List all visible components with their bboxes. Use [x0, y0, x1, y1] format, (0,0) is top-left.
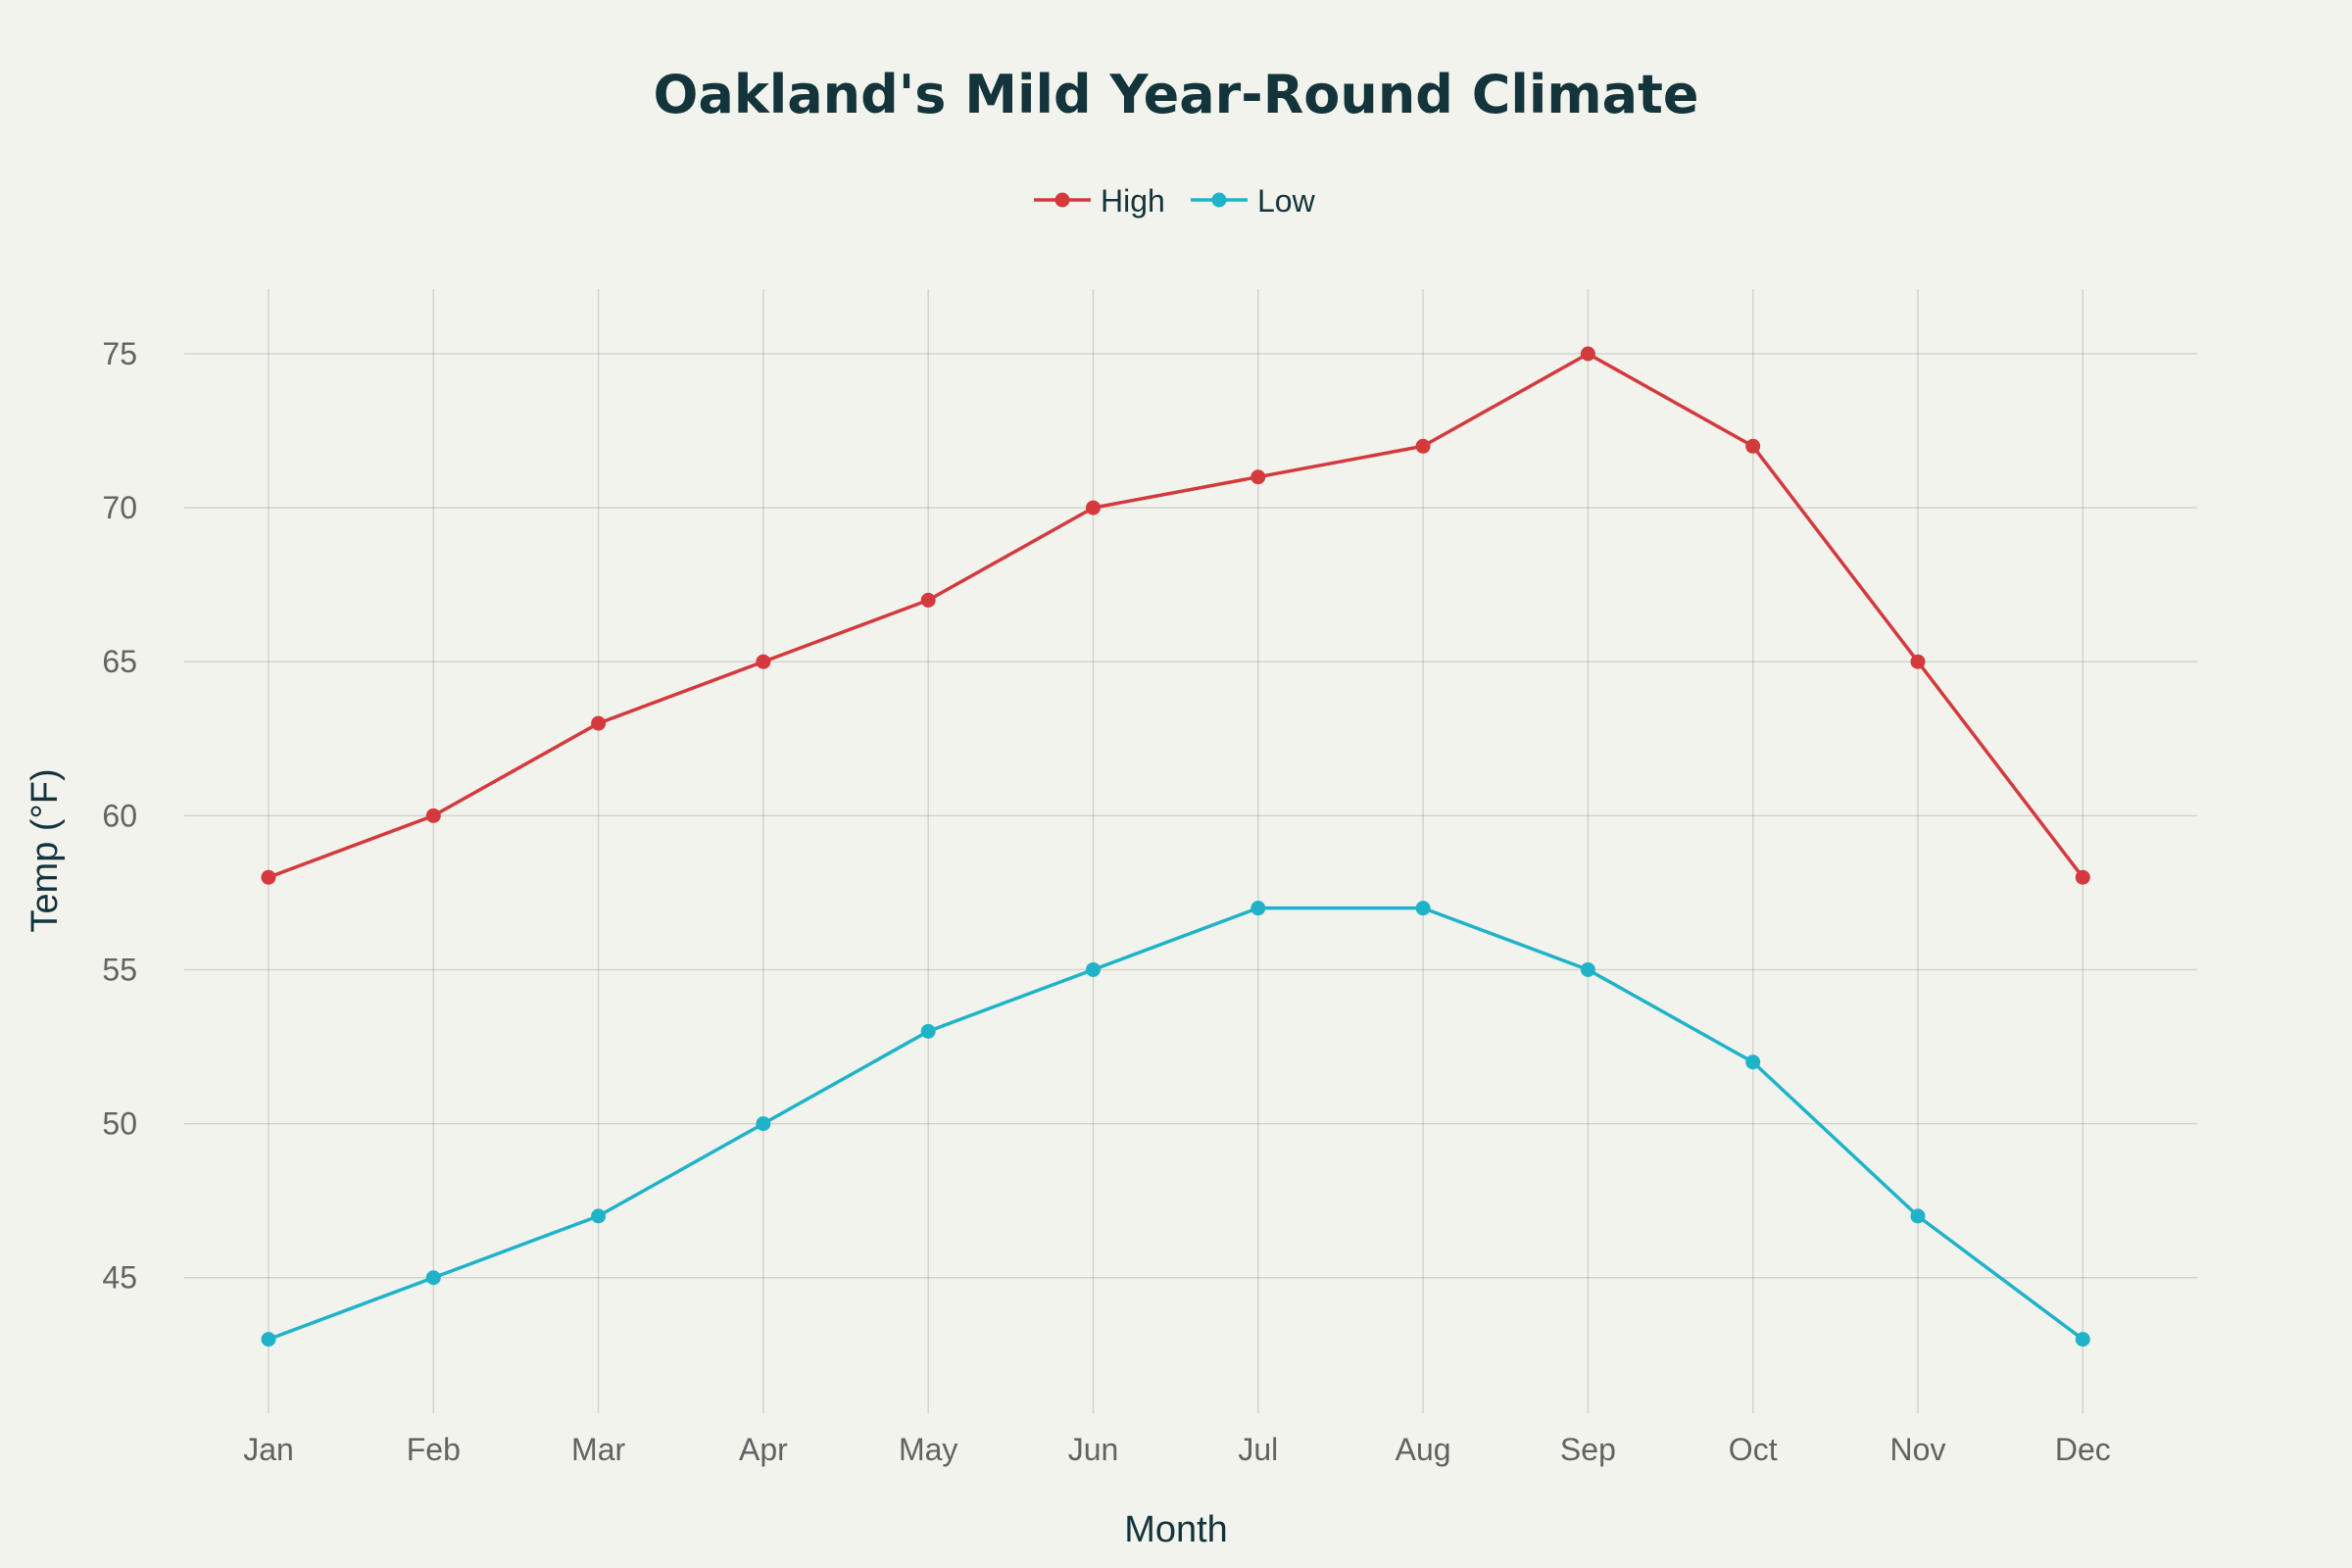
- series-line-high: [268, 352, 2084, 879]
- x-axis-title: Month: [1124, 1509, 1228, 1550]
- x-tick-label-nov: Nov: [1890, 1432, 1946, 1467]
- legend-label-low: Low: [1257, 183, 1316, 219]
- data-point-high-mar: [591, 715, 607, 731]
- data-point-high-nov: [1910, 654, 1926, 669]
- x-axis-ticks: Jan Feb Mar Apr May Jun Jul Aug Sep Oct Nov Dec: [243, 1432, 2111, 1467]
- legend: High Low: [1034, 183, 1316, 219]
- x-tick-label-oct: Oct: [1729, 1432, 1778, 1467]
- data-point-high-jun: [1086, 500, 1101, 515]
- legend-swatch-marker-high: [1054, 192, 1070, 208]
- x-tick-label-jan: Jan: [243, 1432, 294, 1467]
- data-point-high-aug: [1415, 438, 1431, 454]
- data-point-low-jan: [261, 1332, 276, 1348]
- x-tick-label-feb: Feb: [407, 1432, 461, 1467]
- data-point-low-apr: [756, 1116, 771, 1132]
- x-tick-label-mar: Mar: [571, 1432, 625, 1467]
- y-tick-label-60: 60: [102, 798, 137, 833]
- data-point-low-nov: [1910, 1208, 1926, 1224]
- x-tick-label-aug: Aug: [1396, 1432, 1451, 1467]
- data-point-low-oct: [1745, 1054, 1761, 1070]
- legend-item-high: High: [1034, 183, 1165, 219]
- data-point-low-aug: [1415, 901, 1431, 916]
- y-axis-ticks: 45 50 55 60 65 70 75: [102, 336, 137, 1296]
- legend-label-high: High: [1101, 183, 1165, 219]
- data-point-low-feb: [425, 1270, 441, 1286]
- data-point-high-may: [920, 592, 936, 608]
- data-point-high-dec: [2075, 869, 2090, 885]
- y-tick-label-45: 45: [102, 1260, 137, 1296]
- data-point-high-oct: [1745, 438, 1761, 454]
- y-tick-label-65: 65: [102, 644, 137, 679]
- data-point-high-sep: [1580, 346, 1595, 362]
- data-point-low-mar: [591, 1208, 607, 1224]
- data-point-high-jul: [1250, 469, 1266, 485]
- grid: [184, 289, 2197, 1413]
- data-point-high-jan: [261, 869, 276, 885]
- data-point-low-dec: [2075, 1332, 2090, 1348]
- y-tick-label-70: 70: [102, 490, 137, 525]
- y-tick-label-75: 75: [102, 336, 137, 371]
- series-group: [261, 346, 2090, 1348]
- data-point-low-sep: [1580, 961, 1595, 977]
- legend-item-low: Low: [1191, 183, 1316, 219]
- x-tick-label-sep: Sep: [1560, 1432, 1616, 1467]
- y-tick-label-50: 50: [102, 1106, 137, 1142]
- y-tick-label-55: 55: [102, 952, 137, 987]
- data-point-high-apr: [756, 654, 771, 669]
- y-axis-title: Temp (°F): [24, 768, 66, 932]
- data-point-low-may: [920, 1023, 936, 1039]
- data-point-low-jun: [1086, 961, 1101, 977]
- x-tick-label-may: May: [899, 1432, 957, 1467]
- series-line-low: [268, 906, 2084, 1342]
- data-point-low-jul: [1250, 901, 1266, 916]
- legend-swatch-marker-low: [1211, 192, 1227, 208]
- x-tick-label-jun: Jun: [1068, 1432, 1119, 1467]
- x-tick-label-jul: Jul: [1238, 1432, 1278, 1467]
- data-point-high-feb: [425, 808, 441, 823]
- x-tick-label-apr: Apr: [739, 1432, 788, 1467]
- chart-title: Oakland's Mild Year-Round Climate: [653, 64, 1698, 125]
- x-tick-label-dec: Dec: [2055, 1432, 2111, 1467]
